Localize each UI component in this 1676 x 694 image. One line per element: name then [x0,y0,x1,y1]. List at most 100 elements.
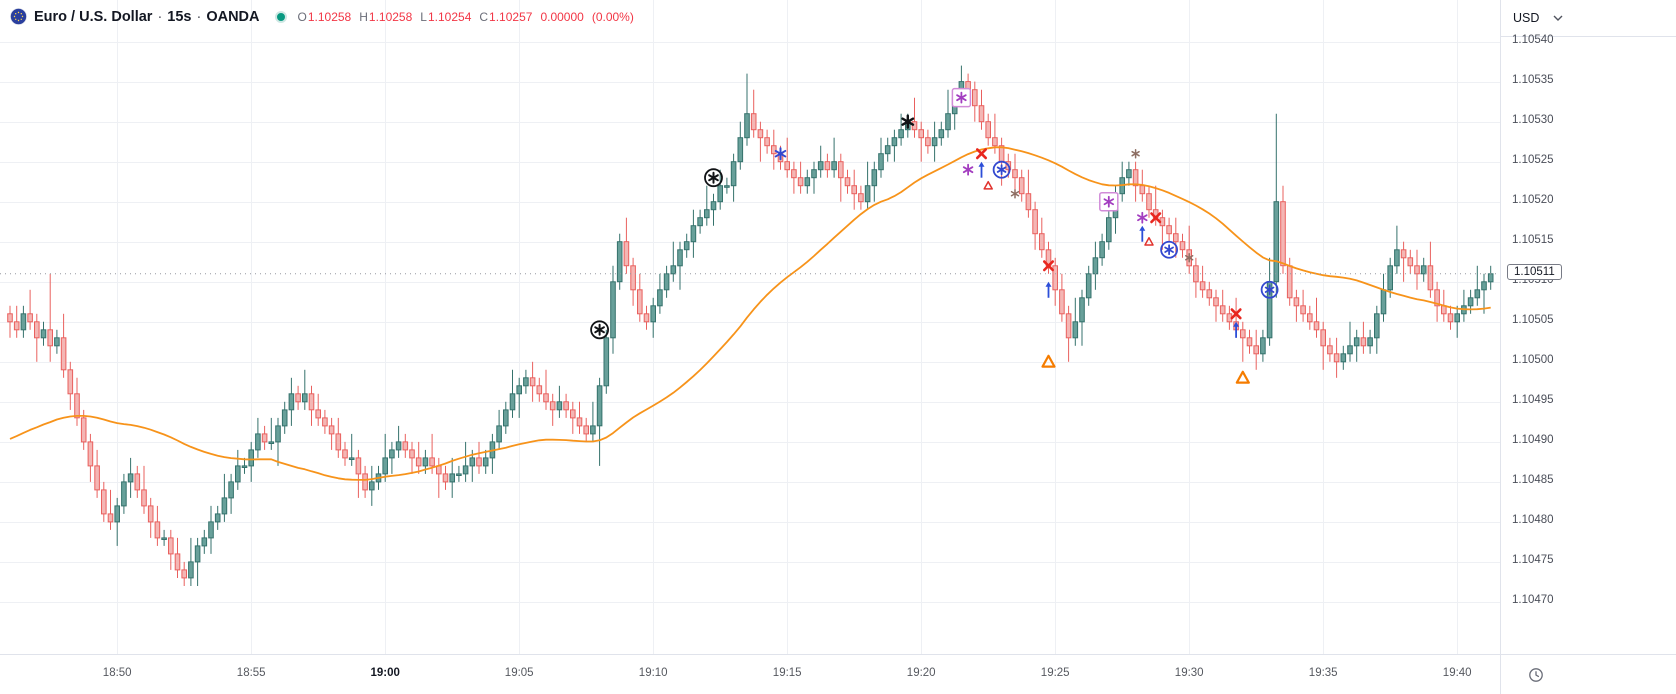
candle [442,473,449,483]
candle [972,89,978,107]
asterisk-purple-boxed-marker[interactable] [951,87,972,108]
candle [94,465,100,491]
circled-asterisk-blue-marker[interactable] [992,160,1011,179]
candle [1286,265,1293,299]
candle [710,201,717,211]
candle [101,489,107,515]
candle [13,321,20,331]
triangle-red-outline-marker[interactable] [983,180,993,190]
asterisk-purple-boxed-marker[interactable] [1099,191,1119,212]
price-axis-label: 1.10470 [1512,593,1554,606]
symbol-name: Euro / U.S. Dollar [34,8,153,25]
triangle-red-outline-marker[interactable] [1144,236,1154,246]
candle [1139,185,1146,195]
time-axis[interactable]: 18:50 18:55 19:00 19:05 19:10 19:15 19:20 19:25… [0,654,1500,694]
candle [931,137,938,147]
candle [389,449,395,459]
candle [1085,273,1092,299]
candle [757,129,764,139]
candle [315,409,321,419]
candle [335,433,342,451]
candle [348,457,355,460]
candle [395,441,402,451]
candle [355,457,362,475]
candle [449,473,455,483]
candle [1327,345,1333,355]
candle [1260,337,1266,355]
x-red-marker[interactable] [1230,308,1242,320]
candle [1032,209,1038,235]
circled-asterisk-black-marker[interactable] [704,168,723,188]
candle [1374,313,1380,339]
candle [750,113,757,131]
price-axis[interactable]: USD 1.10540 1.10535 1.10530 1.10525 1.10520 1… [1500,0,1676,654]
circled-asterisk-blue-marker[interactable] [1260,280,1279,299]
candle [717,185,724,203]
candle [677,249,683,267]
candle [824,161,831,171]
asterisk-brown-marker[interactable] [1010,188,1020,199]
x-red-marker[interactable] [1150,212,1162,224]
triangle-orange-marker[interactable] [1041,354,1056,368]
triangle-orange-marker[interactable] [1235,370,1250,384]
candle [1246,337,1253,347]
asterisk-black-marker[interactable] [901,114,915,129]
candle [704,209,710,219]
candle [730,161,737,187]
x-red-marker[interactable] [975,148,988,160]
candle [154,521,161,539]
price-axis-label: 1.10525 [1512,153,1554,166]
candle [20,313,27,331]
candle [456,473,462,476]
candle [670,265,677,275]
x-red-marker[interactable] [1042,260,1055,272]
candle [1380,289,1387,315]
separator: · [157,8,163,25]
candle [1434,289,1440,307]
chevron-down-icon [1553,15,1563,21]
candle [536,385,543,395]
candlestick-chart[interactable] [0,0,1500,654]
candle [945,113,951,131]
candle [918,129,925,139]
candle [570,409,576,419]
candle [476,457,482,467]
candle [871,169,878,187]
time-axis-label: 19:00 [370,667,400,679]
arrow-blue-up-marker[interactable] [978,161,985,178]
candle [1206,289,1213,299]
circled-asterisk-black-marker[interactable] [590,320,609,340]
candle [596,385,603,427]
candle [1025,193,1032,211]
chart-pane[interactable]: Euro / U.S. Dollar · 15s · OANDA O 1.1025… [0,0,1500,654]
candle [683,241,690,251]
arrow-blue-up-marker[interactable] [1233,321,1240,338]
circled-asterisk-blue-marker[interactable] [1160,240,1178,259]
candle [616,241,623,283]
arrow-blue-up-marker[interactable] [1139,225,1146,242]
candle [1273,201,1280,283]
candle [784,161,791,171]
candle [288,393,295,411]
candle [737,137,744,163]
asterisk-purple-marker[interactable] [962,163,974,176]
symbol-title[interactable]: Euro / U.S. Dollar · 15s · OANDA [34,9,260,25]
candle [1360,337,1367,347]
candle [804,177,811,187]
candle [838,161,844,179]
candle [1441,305,1447,315]
asterisk-blue-marker[interactable] [774,147,787,161]
clock-icon[interactable] [1527,666,1545,684]
candle [1487,273,1494,283]
candle [516,385,523,395]
candle [87,441,94,467]
asterisk-brown-marker[interactable] [1131,148,1140,159]
arrow-blue-up-marker[interactable] [1045,281,1052,298]
candle [898,129,904,139]
candle [1407,257,1414,267]
asterisk-brown-marker[interactable] [1184,253,1194,263]
candle [302,393,308,403]
asterisk-purple-marker[interactable] [1137,211,1148,224]
ohlc-low: L 1.10254 [420,9,472,24]
currency-selector[interactable]: USD [1501,0,1676,37]
